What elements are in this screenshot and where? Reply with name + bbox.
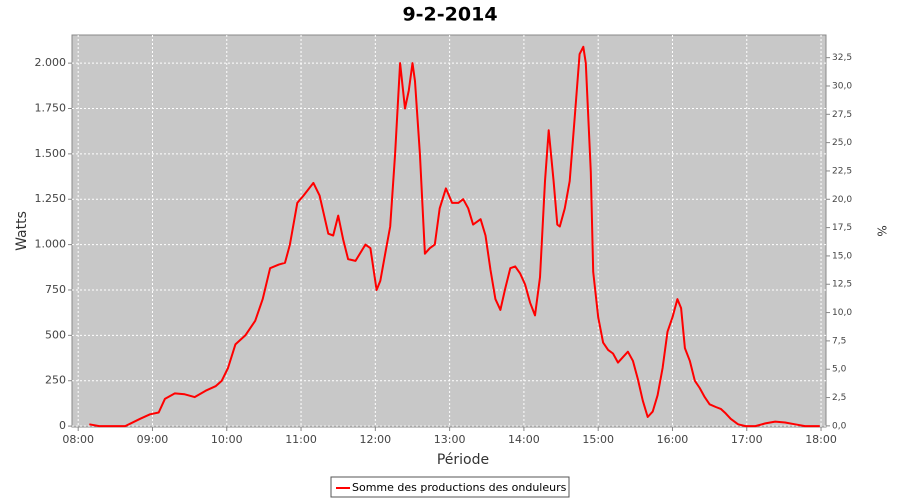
series-line (89, 45, 820, 428)
legend-label: Somme des productions des onduleurs (352, 481, 567, 494)
y2-tick-label: 22,5 (832, 166, 852, 176)
y-axis-label: Watts (14, 211, 30, 251)
x-tick-label: 16:00 (657, 433, 689, 446)
y-tick-label: 750 (45, 283, 66, 296)
x-axis-label: Période (437, 452, 489, 468)
x-tick-label: 18:00 (805, 433, 837, 446)
y2-tick-label: 17,5 (832, 223, 852, 233)
y-tick-label: 1.250 (35, 192, 67, 205)
y2-tick-label: 25,0 (832, 138, 852, 148)
y-tick-label: 1.000 (35, 238, 67, 251)
x-tick-label: 08:00 (62, 433, 94, 446)
x-tick-label: 10:00 (211, 433, 243, 446)
y-tick-label: 1.500 (35, 147, 67, 160)
y-tick-label: 2.000 (35, 56, 67, 69)
x-tick-label: 13:00 (434, 433, 466, 446)
y2-tick-label: 0,0 (832, 421, 847, 431)
y2-tick-label: 15,0 (832, 251, 852, 261)
x-tick-label: 14:00 (508, 433, 540, 446)
y2-tick-label: 2,5 (832, 393, 846, 403)
y2-tick-label: 32,5 (832, 53, 852, 63)
y2-tick-label: 5,0 (832, 365, 847, 375)
legend (330, 476, 570, 498)
y2-tick-label: 10,0 (832, 308, 852, 318)
y2-tick-label: 20,0 (832, 195, 852, 205)
y2-tick-label: 27,5 (832, 110, 852, 120)
y-tick-label: 500 (45, 328, 66, 341)
y2-tick-label: 12,5 (832, 280, 852, 290)
y2-tick-label: 7,5 (832, 336, 846, 346)
y-tick-label: 0 (59, 419, 66, 432)
chart-title: 9-2-2014 (402, 4, 497, 26)
x-tick-label: 09:00 (137, 433, 169, 446)
y-tick-label: 1.750 (35, 102, 67, 115)
x-tick-label: 12:00 (359, 433, 391, 446)
x-tick-label: 11:00 (285, 433, 317, 446)
y-tick-label: 250 (45, 374, 66, 387)
y2-tick-label: 30,0 (832, 81, 852, 91)
x-tick-label: 17:00 (731, 433, 763, 446)
plot-area (71, 34, 827, 428)
x-tick-label: 15:00 (582, 433, 614, 446)
y2-axis-label: % (875, 225, 889, 236)
